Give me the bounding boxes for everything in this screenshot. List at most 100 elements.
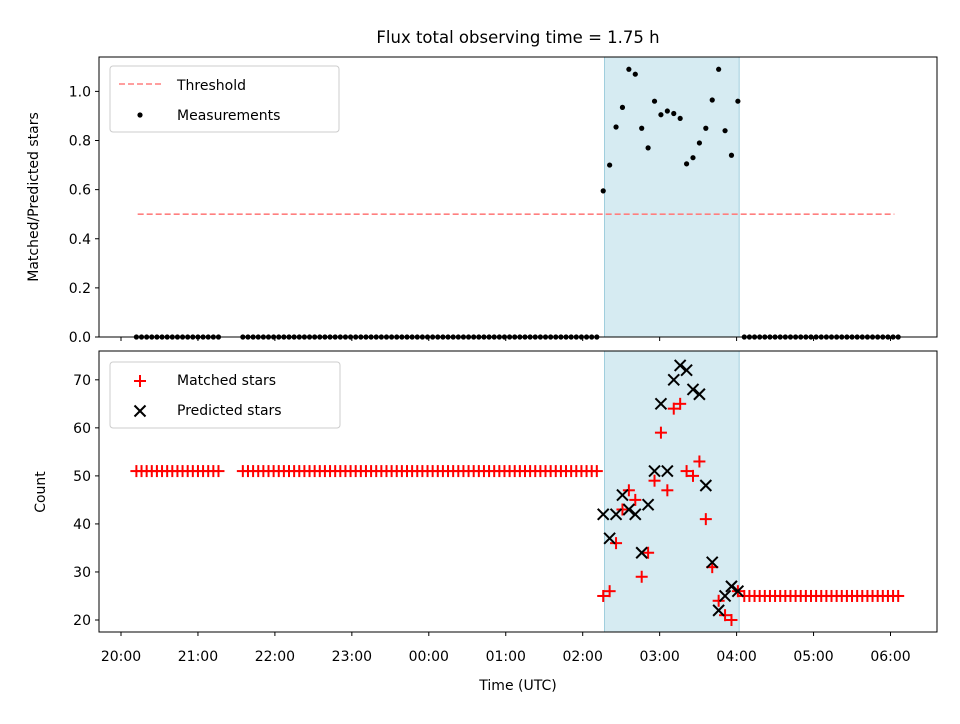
predicted-point bbox=[609, 508, 623, 521]
bottom-y-tick-label: 50 bbox=[73, 469, 91, 485]
measurement-point bbox=[651, 98, 658, 104]
measurement-point bbox=[683, 161, 690, 167]
measurement-point bbox=[722, 128, 728, 134]
bottom-legend-box bbox=[109, 361, 341, 429]
measurement-point bbox=[709, 97, 715, 103]
measurement-point bbox=[677, 115, 683, 122]
legend-matched-swatch bbox=[134, 375, 146, 387]
legend-threshold-label: Threshold bbox=[176, 78, 246, 94]
matched-point bbox=[603, 585, 616, 598]
measurement-point bbox=[658, 112, 664, 118]
measurement-point bbox=[690, 155, 696, 161]
x-tick-label: 06:00 bbox=[870, 649, 910, 665]
matched-point bbox=[699, 513, 712, 526]
matched-point bbox=[648, 474, 661, 487]
matched-point bbox=[680, 465, 693, 478]
top-y-tick-label: 1.0 bbox=[69, 84, 91, 100]
bottom-y-tick-label: 70 bbox=[73, 373, 91, 389]
matched-point bbox=[712, 594, 725, 607]
predicted-point bbox=[603, 532, 616, 545]
measurement-point bbox=[626, 66, 632, 72]
matched-point bbox=[693, 455, 706, 468]
matched-point bbox=[590, 465, 603, 478]
count-points bbox=[130, 359, 905, 626]
matched-point bbox=[654, 426, 667, 439]
measurement-point bbox=[632, 71, 638, 77]
predicted-point bbox=[680, 364, 693, 377]
matched-point bbox=[892, 589, 905, 602]
measurement-point bbox=[607, 162, 613, 168]
predicted-point bbox=[725, 580, 738, 593]
predicted-point bbox=[667, 373, 680, 387]
predicted-point bbox=[693, 388, 706, 401]
measurement-point bbox=[639, 125, 645, 131]
bottom-x-axis: 20:00 21:00 22:00 23:00 00:00 01:00 02:00 03:00… bbox=[101, 632, 911, 665]
top-x-ticks bbox=[120, 337, 891, 341]
predicted-point bbox=[641, 498, 655, 511]
x-tick-label: 04:00 bbox=[716, 649, 756, 665]
matched-point bbox=[686, 469, 699, 482]
x-tick-label: 21:00 bbox=[178, 649, 218, 665]
predicted-point bbox=[635, 546, 648, 559]
x-tick-label: 00:00 bbox=[409, 649, 449, 665]
predicted-point bbox=[597, 508, 610, 521]
matched-point bbox=[635, 570, 648, 583]
top-y-axis-label: Matched/Predicted stars bbox=[26, 112, 42, 282]
bottom-y-tick-label: 60 bbox=[73, 421, 91, 437]
predicted-point bbox=[686, 383, 700, 396]
top-legend: Threshold Measurements bbox=[109, 65, 340, 133]
predicted-point bbox=[622, 503, 636, 516]
measurement-point bbox=[716, 66, 722, 72]
predicted-point bbox=[616, 488, 629, 502]
bottom-legend: Matched stars Predicted stars bbox=[109, 361, 341, 429]
legend-predicted-swatch bbox=[133, 404, 147, 418]
top-axes-frame bbox=[98, 56, 938, 338]
top-legend-box bbox=[109, 65, 340, 133]
top-highlight-span bbox=[604, 56, 740, 338]
x-tick-label: 20:00 bbox=[101, 649, 141, 665]
predicted-point bbox=[629, 508, 642, 521]
x-tick-label: 03:00 bbox=[639, 649, 679, 665]
bottom-y-axis: 20 30 40 50 60 70 bbox=[73, 373, 99, 629]
matched-point bbox=[597, 589, 610, 602]
top-y-axis: 0.0 0.2 0.4 0.6 0.8 1.0 bbox=[69, 84, 99, 346]
top-y-tick-label: 0.2 bbox=[69, 281, 91, 297]
matched-point bbox=[212, 465, 225, 478]
x-axis-label: Time (UTC) bbox=[478, 678, 556, 694]
measurement-point bbox=[735, 98, 741, 104]
bottom-y-tick-label: 20 bbox=[73, 613, 91, 629]
legend-measurements-swatch bbox=[137, 112, 143, 118]
measurement-point bbox=[600, 188, 606, 194]
top-y-tick-label: 0.0 bbox=[69, 330, 91, 346]
measurement-point bbox=[613, 124, 619, 130]
chart-title: Flux total observing time = 1.75 h bbox=[376, 28, 659, 47]
predicted-point bbox=[648, 464, 661, 478]
bottom-panel: 20 30 40 50 60 70 20:00 21:00 22:00 23:00 00:00 01… bbox=[33, 350, 938, 694]
matched-point bbox=[667, 402, 680, 415]
x-tick-label: 23:00 bbox=[332, 649, 372, 665]
bottom-y-tick-label: 30 bbox=[73, 565, 91, 581]
top-y-tick-label: 0.6 bbox=[69, 183, 91, 199]
matched-point bbox=[622, 484, 635, 497]
x-tick-label: 01:00 bbox=[486, 649, 526, 665]
matched-point bbox=[610, 537, 623, 550]
matched-point bbox=[616, 503, 629, 516]
matched-point bbox=[674, 397, 687, 410]
x-tick-label: 02:00 bbox=[563, 649, 603, 665]
matched-point bbox=[725, 613, 738, 626]
matched-point bbox=[661, 484, 674, 497]
matched-point bbox=[629, 493, 642, 506]
x-tick-label: 05:00 bbox=[793, 649, 833, 665]
legend-predicted-label: Predicted stars bbox=[177, 403, 282, 419]
matched-point bbox=[719, 609, 732, 622]
measurement-point bbox=[671, 110, 677, 117]
x-tick-label: 22:00 bbox=[255, 649, 295, 665]
measurement-point bbox=[728, 152, 735, 158]
legend-measurements-label: Measurements bbox=[177, 108, 280, 124]
predicted-point bbox=[731, 584, 745, 598]
legend-matched-label: Matched stars bbox=[177, 373, 276, 389]
bottom-y-axis-label: Count bbox=[33, 471, 49, 513]
matched-point bbox=[642, 546, 655, 559]
predicted-point bbox=[706, 556, 719, 569]
